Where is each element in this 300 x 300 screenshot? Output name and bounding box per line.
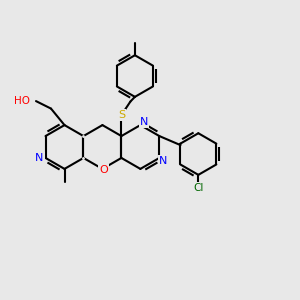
- Text: Cl: Cl: [193, 183, 203, 194]
- Text: O: O: [100, 165, 108, 176]
- Text: S: S: [118, 110, 125, 120]
- Text: N: N: [140, 117, 148, 127]
- Text: HO: HO: [14, 96, 30, 106]
- Text: N: N: [35, 153, 44, 163]
- Text: N: N: [159, 156, 167, 166]
